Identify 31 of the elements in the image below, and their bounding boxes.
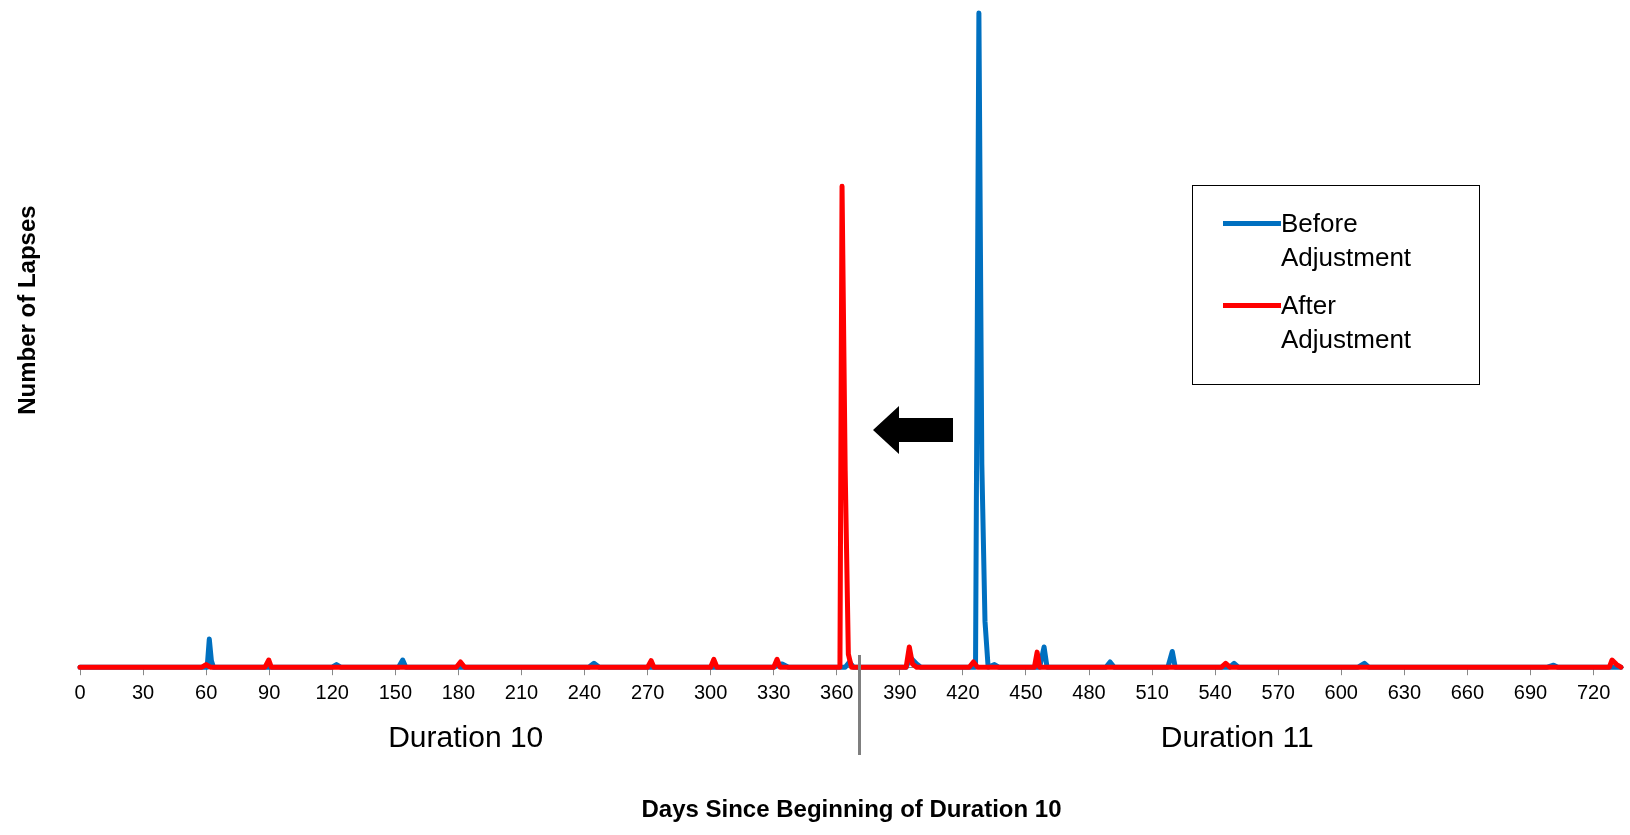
- x-tick-label: 720: [1576, 680, 1611, 703]
- x-axis-title: Days Since Beginning of Duration 10: [641, 795, 1062, 823]
- legend-label: After Adjustment: [1281, 289, 1413, 356]
- x-tick-label: 210: [504, 680, 539, 703]
- x-tick-label: 480: [1072, 680, 1106, 703]
- x-tick-label: 390: [883, 680, 917, 703]
- x-tick-label: 180: [441, 680, 476, 703]
- x-tick-label: 630: [1387, 680, 1422, 703]
- x-tick-label: 240: [567, 680, 602, 703]
- legend-label: Before Adjustment: [1281, 207, 1413, 274]
- x-tick-label: 360: [820, 680, 854, 703]
- x-tick-label: 120: [315, 680, 349, 703]
- x-tick-label: 600: [1324, 680, 1358, 703]
- x-tick-label: 270: [630, 680, 665, 703]
- x-tick-label: 450: [1009, 680, 1043, 703]
- x-tick-label: 90: [258, 680, 281, 703]
- x-tick-label: 330: [757, 680, 791, 703]
- x-tick-label: 150: [378, 680, 413, 703]
- x-tick-label: 30: [131, 680, 155, 703]
- x-tick-label: 690: [1513, 680, 1548, 703]
- x-tick-label: 540: [1198, 680, 1232, 703]
- x-tick-label: 60: [195, 680, 218, 703]
- text: Duration 11: [1160, 720, 1314, 754]
- x-tick-label: 570: [1261, 680, 1295, 703]
- y-axis-title: Number of Lapses: [12, 205, 40, 415]
- x-tick-label: 300: [693, 680, 728, 703]
- x-tick-label: 420: [946, 680, 980, 703]
- x-tick-label: 660: [1450, 680, 1485, 703]
- x-tick-label: 510: [1135, 680, 1169, 703]
- x-tick-label: 0: [74, 680, 86, 703]
- text: Duration 10: [388, 720, 544, 754]
